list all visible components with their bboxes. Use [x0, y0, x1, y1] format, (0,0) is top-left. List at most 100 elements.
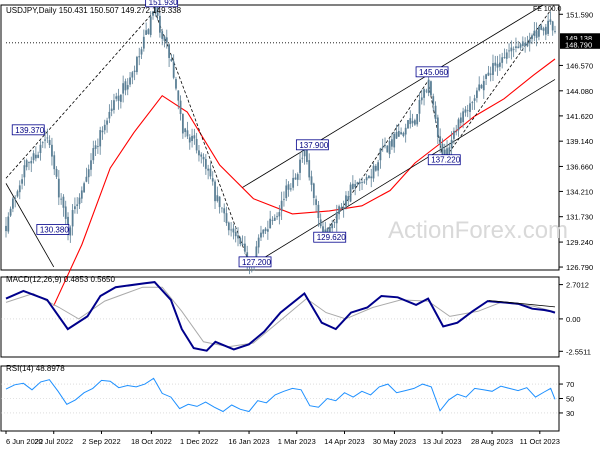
price-candle-body: [482, 80, 485, 91]
price-candle-body: [227, 222, 230, 231]
price-candle-body: [492, 63, 494, 75]
price-candle-body: [46, 137, 49, 139]
price-candle-body: [441, 143, 444, 160]
price-candle-body: [28, 162, 30, 164]
price-tick-label: 146.570: [566, 61, 593, 70]
price-candle-body: [531, 35, 533, 40]
price-candle-body: [289, 188, 292, 190]
price-candle-body: [142, 36, 145, 49]
price-candle-body: [57, 178, 60, 198]
price-candle-body: [234, 231, 237, 237]
price-candle-body: [517, 46, 520, 49]
price-candle-body: [241, 243, 244, 246]
price-candle-body: [505, 52, 508, 59]
date-tick-label: 14 Apr 2023: [324, 437, 364, 446]
price-candle-body: [110, 108, 113, 112]
price-candle-body: [39, 144, 42, 154]
price-candle-body: [179, 100, 182, 115]
price-candle-body: [496, 63, 499, 68]
price-candle-body: [181, 113, 184, 134]
price-candle-body: [420, 97, 423, 101]
price-candle-body: [427, 79, 430, 93]
price-annotation-label: 137.220: [431, 156, 460, 165]
price-annotation-label: 145.060: [419, 68, 448, 77]
price-candle-body: [494, 62, 497, 66]
price-candle-body: [113, 100, 115, 110]
price-candle-body: [443, 149, 446, 158]
price-candle-body: [119, 94, 122, 102]
price-candle-body: [473, 98, 476, 101]
price-candle-body: [41, 142, 44, 144]
price-annotation-box: [145, 0, 179, 8]
price-candle-body: [462, 111, 465, 123]
price-candle-body: [64, 206, 67, 219]
price-candle-body: [487, 72, 490, 76]
price-candle-body: [207, 168, 210, 171]
price-annotation-label: 127.200: [242, 258, 271, 267]
price-candle-body: [186, 130, 189, 137]
price-candle-body: [133, 70, 136, 72]
price-annotation-box: [295, 139, 329, 151]
price-candle-body: [198, 150, 200, 156]
price-annotation-label: 139.370: [15, 126, 44, 135]
price-candle-body: [115, 96, 118, 99]
price-candle-body: [232, 228, 235, 233]
price-candle-body: [319, 219, 322, 227]
price-candle-body: [85, 176, 88, 182]
price-candle-body: [221, 207, 223, 209]
price-candle-body: [225, 213, 228, 224]
price-candle-body: [145, 30, 148, 35]
price-candle-body: [74, 206, 76, 210]
price-annotation-box: [427, 154, 461, 166]
price-candle-body: [191, 135, 193, 141]
macd-signal-line: [5, 286, 556, 348]
price-candle-body: [48, 140, 51, 146]
price-candle-body: [23, 165, 26, 178]
price-candle-body: [335, 212, 338, 224]
price-candle-body: [524, 42, 527, 46]
price-candle-body: [285, 185, 288, 199]
price-candle-body: [425, 90, 428, 92]
price-candle-body: [475, 90, 478, 98]
moving-average-line: [53, 58, 556, 306]
price-candle-body: [361, 182, 363, 183]
price-tick-label: 144.080: [566, 87, 593, 96]
current-price-box: [560, 39, 600, 49]
price-candle-body: [308, 160, 311, 178]
price-candle-body: [547, 20, 550, 34]
price-candle-body: [395, 132, 398, 139]
price-candle-body: [345, 195, 347, 207]
price-candle-body: [301, 157, 304, 159]
price-candle-body: [526, 42, 529, 47]
price-annotation-box: [11, 124, 45, 136]
price-candle-body: [44, 139, 46, 141]
price-candle-body: [340, 207, 343, 209]
price-candle-body: [411, 120, 414, 124]
price-candle-body: [239, 237, 242, 244]
price-candle-body: [386, 145, 389, 153]
price-candle-body: [271, 219, 274, 221]
price-annotation-label: 151.930: [149, 0, 178, 7]
trendline: [248, 79, 556, 268]
price-candle-body: [126, 85, 129, 90]
price-candle-body: [99, 130, 102, 147]
price-candle-body: [170, 58, 173, 62]
price-candle-body: [423, 89, 425, 98]
date-tick-label: 30 May 2023: [373, 437, 416, 446]
date-tick-label: 1 Mar 2023: [278, 437, 316, 446]
price-candle-body: [310, 176, 313, 185]
price-candle-body: [457, 119, 460, 131]
price-candle-body: [464, 109, 467, 113]
price-candle-body: [393, 133, 396, 148]
price-candle-body: [260, 232, 262, 238]
price-candle-body: [156, 5, 159, 16]
price-candle-body: [453, 130, 455, 139]
price-candle-body: [315, 199, 318, 205]
price-candle-body: [280, 200, 283, 212]
price-candle-body: [439, 136, 442, 145]
price-candle-body: [554, 31, 556, 32]
price-candle-body: [11, 198, 14, 209]
price-candle-body: [25, 160, 28, 168]
price-candle-body: [214, 181, 216, 202]
